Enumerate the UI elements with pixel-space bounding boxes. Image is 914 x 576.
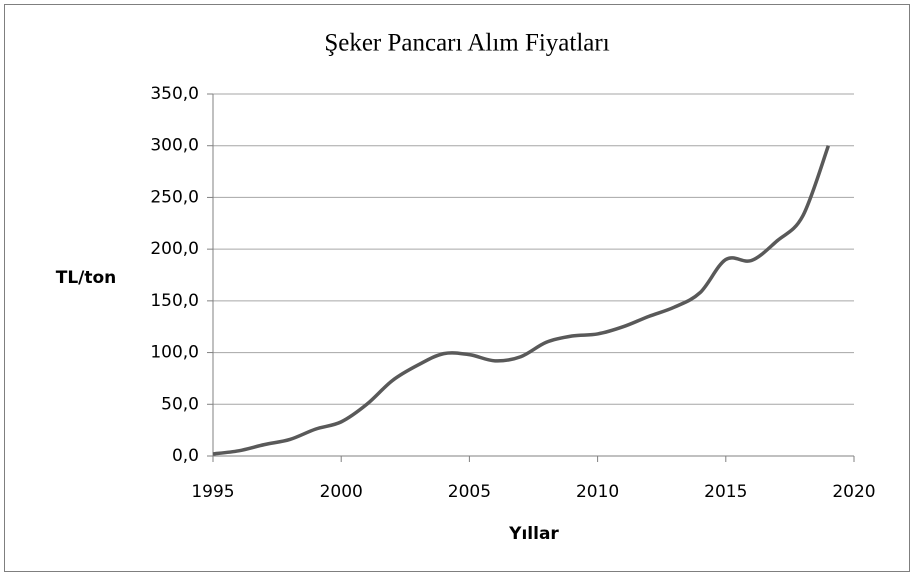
y-tick-label: 0,0 [172,446,199,466]
chart-title: Şeker Pancarı Alım Fiyatları [324,30,609,57]
x-tick-label: 1995 [191,482,234,502]
x-tick-label: 2010 [576,482,619,502]
y-tick-label: 200,0 [150,239,199,259]
y-tick-label: 300,0 [150,136,199,156]
x-axis-label: Yıllar [508,524,559,544]
y-tick-label: 100,0 [150,343,199,363]
x-tick-label: 2005 [448,482,491,502]
x-tick-label: 2015 [704,482,747,502]
x-tick-label: 2020 [832,482,875,502]
y-tick-label: 50,0 [161,394,199,414]
data-line [212,145,831,456]
y-axis-label: TL/ton [56,268,117,288]
y-tick-label: 150,0 [150,291,199,311]
chart-frame [4,4,910,572]
x-tick-label: 2000 [320,482,363,502]
y-tick-label: 250,0 [150,187,199,207]
y-tick-label: 350,0 [150,84,199,104]
